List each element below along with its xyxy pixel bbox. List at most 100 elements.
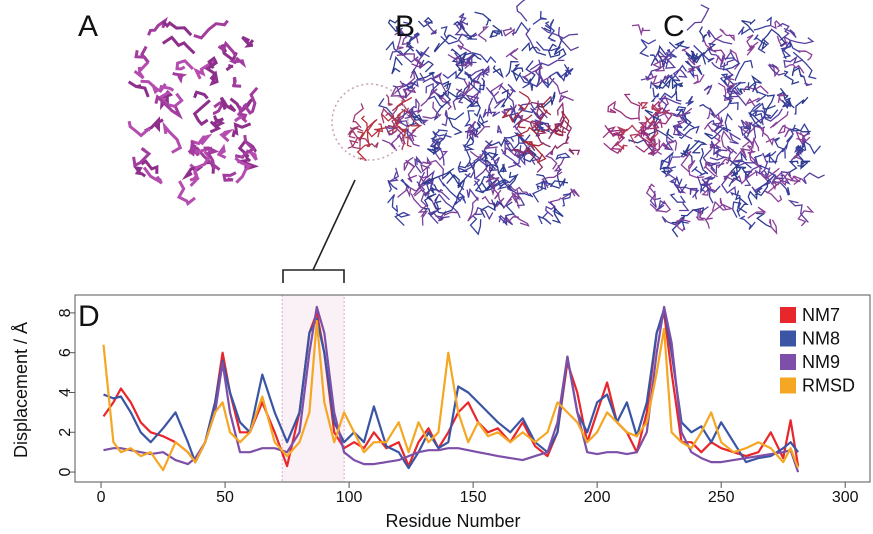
protein-stroke	[464, 70, 486, 94]
protein-stroke	[386, 124, 399, 136]
y-tick-label: 4	[57, 388, 74, 397]
protein-stroke	[796, 132, 807, 144]
protein-stroke	[740, 126, 750, 136]
protein-stroke	[722, 57, 741, 71]
protein-stroke	[801, 172, 825, 185]
protein-stroke	[454, 172, 471, 206]
protein-stroke	[245, 149, 258, 161]
protein-stroke	[791, 123, 810, 133]
protein-stroke	[748, 74, 762, 93]
protein-stroke	[540, 96, 552, 116]
protein-stroke	[749, 109, 771, 119]
x-axis-title: Residue Number	[385, 511, 520, 531]
protein-stroke	[726, 82, 740, 98]
protein-stroke	[407, 114, 423, 126]
protein-stroke	[756, 212, 772, 228]
protein-stroke	[613, 102, 639, 120]
protein-stroke	[713, 112, 733, 133]
protein-stroke	[769, 218, 778, 235]
protein-stroke	[472, 68, 490, 82]
protein-stroke	[788, 160, 799, 177]
protein-stroke	[413, 70, 435, 81]
x-tick-label: 250	[708, 489, 735, 506]
protein-stroke	[753, 16, 772, 31]
protein-stroke	[734, 190, 749, 213]
protein-stroke	[741, 136, 760, 152]
protein-stroke	[747, 188, 761, 206]
protein-stroke	[431, 71, 450, 90]
protein-stroke	[541, 171, 563, 189]
protein-stroke	[732, 88, 747, 107]
protein-stroke	[517, 90, 531, 111]
protein-stroke	[639, 115, 656, 129]
protein-stroke	[454, 22, 478, 38]
protein-stroke	[616, 125, 633, 135]
protein-stroke	[701, 180, 717, 196]
protein-stroke	[785, 63, 805, 74]
legend-swatch	[780, 377, 796, 394]
protein-stroke	[415, 49, 430, 58]
protein-stroke	[761, 28, 786, 47]
protein-stroke	[747, 206, 767, 219]
protein-stroke	[723, 94, 739, 111]
protein-stroke	[387, 18, 403, 33]
protein-stroke	[647, 138, 661, 155]
protein-stroke	[767, 63, 786, 76]
protein-stroke	[741, 19, 756, 33]
protein-stroke	[743, 85, 769, 94]
protein-stroke	[366, 127, 381, 147]
panel-label: C	[663, 10, 685, 43]
protein-stroke	[476, 65, 490, 81]
protein-stroke	[422, 167, 455, 185]
protein-stroke	[491, 199, 505, 210]
protein-stroke	[440, 25, 458, 40]
protein-stroke	[347, 127, 364, 140]
protein-stroke	[518, 116, 543, 129]
protein-stroke	[523, 65, 544, 81]
x-tick-label: 50	[216, 489, 234, 506]
protein-stroke	[521, 147, 537, 163]
protein-stroke	[672, 68, 688, 81]
protein-stroke	[800, 160, 811, 170]
protein-stroke	[737, 26, 752, 36]
protein-stroke	[233, 112, 248, 124]
protein-stroke	[557, 101, 565, 122]
protein-stroke	[400, 178, 410, 189]
protein-stroke	[144, 116, 164, 133]
protein-stroke	[798, 50, 813, 61]
protein-stroke	[462, 158, 489, 179]
protein-stroke	[518, 102, 537, 111]
protein-stroke	[673, 127, 693, 140]
protein-stroke	[635, 133, 656, 153]
protein-stroke	[658, 97, 682, 114]
protein-stroke	[551, 142, 569, 156]
protein-stroke	[193, 19, 229, 40]
protein-stroke	[760, 38, 770, 52]
protein-stroke	[464, 168, 481, 187]
protein-stroke	[387, 179, 398, 193]
protein-stroke	[556, 168, 566, 189]
protein-stroke	[464, 110, 479, 133]
protein-stroke	[222, 171, 237, 182]
protein-stroke	[698, 26, 708, 43]
legend-swatch	[780, 307, 796, 323]
protein-stroke	[562, 192, 572, 207]
protein-stroke	[720, 175, 737, 196]
protein-stroke	[396, 53, 423, 66]
protein-stroke	[455, 79, 471, 95]
protein-stroke	[691, 206, 709, 219]
protein-stroke	[161, 35, 196, 55]
protein-stroke	[134, 45, 150, 64]
protein-stroke	[424, 20, 437, 35]
protein-stroke	[634, 133, 653, 147]
protein-stroke	[132, 165, 147, 178]
protein-stroke	[705, 197, 723, 221]
protein-stroke	[660, 166, 673, 176]
protein-stroke	[623, 93, 641, 121]
protein-stroke	[733, 156, 757, 168]
protein-stroke	[558, 94, 574, 103]
protein-stroke	[127, 120, 151, 138]
protein-stroke	[234, 156, 253, 184]
protein-stroke	[543, 19, 555, 33]
protein-stroke	[469, 215, 482, 236]
